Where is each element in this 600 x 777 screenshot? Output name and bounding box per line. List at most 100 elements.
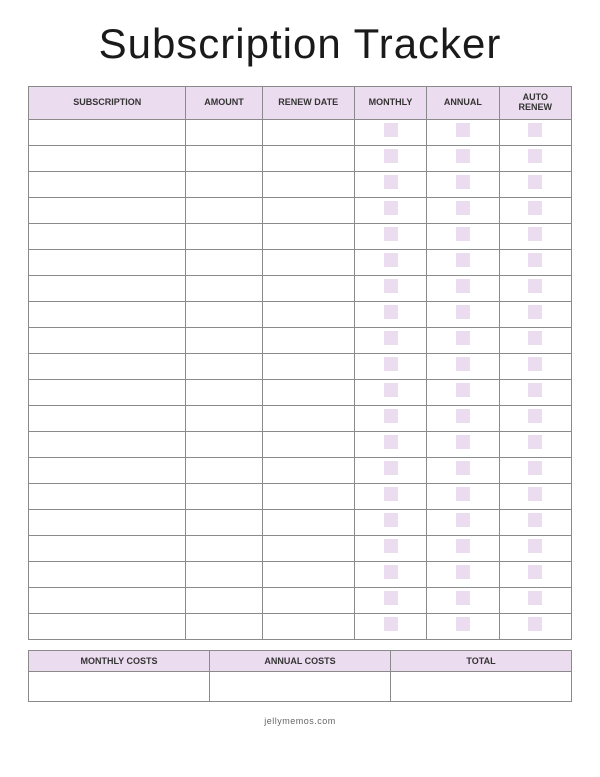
annual-checkbox[interactable] — [456, 409, 470, 423]
auto-renew-checkbox[interactable] — [528, 565, 542, 579]
monthly-checkbox[interactable] — [384, 409, 398, 423]
cell-renew-date[interactable] — [262, 431, 354, 457]
annual-checkbox[interactable] — [456, 227, 470, 241]
annual-checkbox[interactable] — [456, 383, 470, 397]
annual-checkbox[interactable] — [456, 617, 470, 631]
monthly-checkbox[interactable] — [384, 253, 398, 267]
cell-subscription[interactable] — [29, 275, 186, 301]
cell-renew-date[interactable] — [262, 145, 354, 171]
cell-renew-date[interactable] — [262, 613, 354, 639]
cell-subscription[interactable] — [29, 353, 186, 379]
cell-amount[interactable] — [186, 119, 262, 145]
auto-renew-checkbox[interactable] — [528, 461, 542, 475]
cell-amount[interactable] — [186, 509, 262, 535]
monthly-checkbox[interactable] — [384, 617, 398, 631]
cell-renew-date[interactable] — [262, 275, 354, 301]
auto-renew-checkbox[interactable] — [528, 279, 542, 293]
cell-renew-date[interactable] — [262, 249, 354, 275]
cell-amount[interactable] — [186, 145, 262, 171]
cell-amount[interactable] — [186, 353, 262, 379]
monthly-checkbox[interactable] — [384, 487, 398, 501]
cell-amount[interactable] — [186, 561, 262, 587]
cell-renew-date[interactable] — [262, 587, 354, 613]
auto-renew-checkbox[interactable] — [528, 175, 542, 189]
monthly-checkbox[interactable] — [384, 357, 398, 371]
auto-renew-checkbox[interactable] — [528, 227, 542, 241]
cell-subscription[interactable] — [29, 197, 186, 223]
cell-amount[interactable] — [186, 483, 262, 509]
auto-renew-checkbox[interactable] — [528, 435, 542, 449]
cell-renew-date[interactable] — [262, 301, 354, 327]
monthly-checkbox[interactable] — [384, 435, 398, 449]
monthly-checkbox[interactable] — [384, 305, 398, 319]
cell-renew-date[interactable] — [262, 353, 354, 379]
monthly-checkbox[interactable] — [384, 175, 398, 189]
auto-renew-checkbox[interactable] — [528, 617, 542, 631]
auto-renew-checkbox[interactable] — [528, 123, 542, 137]
cell-renew-date[interactable] — [262, 379, 354, 405]
cell-amount[interactable] — [186, 431, 262, 457]
cell-subscription[interactable] — [29, 249, 186, 275]
cell-renew-date[interactable] — [262, 561, 354, 587]
cell-amount[interactable] — [186, 379, 262, 405]
cell-renew-date[interactable] — [262, 483, 354, 509]
monthly-checkbox[interactable] — [384, 513, 398, 527]
cell-subscription[interactable] — [29, 535, 186, 561]
annual-checkbox[interactable] — [456, 539, 470, 553]
cell-renew-date[interactable] — [262, 223, 354, 249]
cell-subscription[interactable] — [29, 145, 186, 171]
auto-renew-checkbox[interactable] — [528, 409, 542, 423]
cell-subscription[interactable] — [29, 223, 186, 249]
annual-checkbox[interactable] — [456, 123, 470, 137]
annual-checkbox[interactable] — [456, 591, 470, 605]
cell-subscription[interactable] — [29, 483, 186, 509]
annual-checkbox[interactable] — [456, 461, 470, 475]
cell-subscription[interactable] — [29, 509, 186, 535]
cell-amount[interactable] — [186, 223, 262, 249]
annual-checkbox[interactable] — [456, 357, 470, 371]
summary-monthly-value[interactable] — [29, 671, 210, 701]
annual-checkbox[interactable] — [456, 149, 470, 163]
cell-amount[interactable] — [186, 405, 262, 431]
cell-subscription[interactable] — [29, 327, 186, 353]
summary-annual-value[interactable] — [210, 671, 391, 701]
cell-amount[interactable] — [186, 535, 262, 561]
cell-amount[interactable] — [186, 171, 262, 197]
monthly-checkbox[interactable] — [384, 565, 398, 579]
auto-renew-checkbox[interactable] — [528, 513, 542, 527]
cell-subscription[interactable] — [29, 405, 186, 431]
auto-renew-checkbox[interactable] — [528, 201, 542, 215]
cell-amount[interactable] — [186, 613, 262, 639]
monthly-checkbox[interactable] — [384, 227, 398, 241]
annual-checkbox[interactable] — [456, 435, 470, 449]
cell-renew-date[interactable] — [262, 197, 354, 223]
annual-checkbox[interactable] — [456, 175, 470, 189]
cell-subscription[interactable] — [29, 431, 186, 457]
monthly-checkbox[interactable] — [384, 383, 398, 397]
cell-subscription[interactable] — [29, 561, 186, 587]
cell-amount[interactable] — [186, 327, 262, 353]
cell-subscription[interactable] — [29, 587, 186, 613]
auto-renew-checkbox[interactable] — [528, 331, 542, 345]
cell-subscription[interactable] — [29, 119, 186, 145]
monthly-checkbox[interactable] — [384, 123, 398, 137]
cell-renew-date[interactable] — [262, 457, 354, 483]
auto-renew-checkbox[interactable] — [528, 357, 542, 371]
auto-renew-checkbox[interactable] — [528, 253, 542, 267]
auto-renew-checkbox[interactable] — [528, 383, 542, 397]
auto-renew-checkbox[interactable] — [528, 539, 542, 553]
annual-checkbox[interactable] — [456, 279, 470, 293]
auto-renew-checkbox[interactable] — [528, 487, 542, 501]
auto-renew-checkbox[interactable] — [528, 591, 542, 605]
cell-renew-date[interactable] — [262, 405, 354, 431]
cell-renew-date[interactable] — [262, 327, 354, 353]
annual-checkbox[interactable] — [456, 565, 470, 579]
cell-renew-date[interactable] — [262, 535, 354, 561]
monthly-checkbox[interactable] — [384, 461, 398, 475]
monthly-checkbox[interactable] — [384, 591, 398, 605]
summary-total-value[interactable] — [391, 671, 572, 701]
auto-renew-checkbox[interactable] — [528, 305, 542, 319]
cell-amount[interactable] — [186, 301, 262, 327]
monthly-checkbox[interactable] — [384, 201, 398, 215]
cell-renew-date[interactable] — [262, 171, 354, 197]
